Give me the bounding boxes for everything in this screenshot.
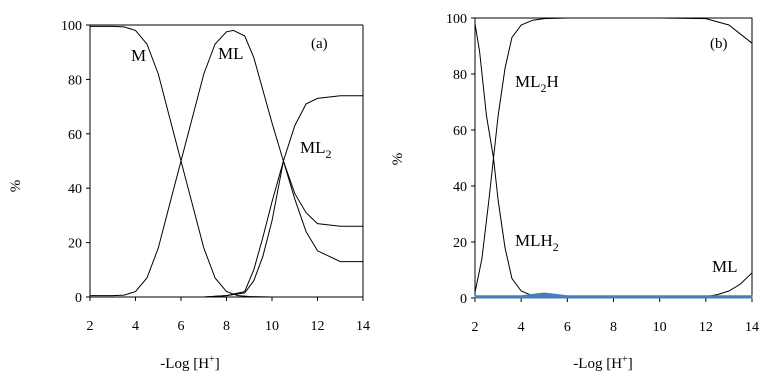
- x-tick-label-a-8: 8: [223, 319, 230, 334]
- x-tick-label-b-8: 8: [610, 320, 617, 335]
- x-tick-label-b-14: 14: [745, 320, 759, 335]
- x-axis-title-b: -Log [H+]: [573, 354, 632, 372]
- x-tick-label-b-12: 12: [699, 320, 713, 335]
- x-axis-title-a-sup: +: [209, 354, 215, 365]
- series-label-ml-b: ML: [712, 257, 738, 276]
- x-axis-title-a: -Log [H+]: [160, 354, 219, 372]
- y-tick-label-a-0: 0: [75, 291, 82, 306]
- series-line-a-1: [90, 29, 363, 297]
- x-tick-label-a-12: 12: [311, 319, 325, 334]
- x-tick-label-b-4: 4: [518, 320, 525, 335]
- y-tick-label-b-20: 20: [453, 236, 467, 251]
- y-tick-label-a-20: 20: [68, 237, 82, 252]
- x-tick-label-b-10: 10: [653, 320, 667, 335]
- series-label-ml: ML: [218, 44, 244, 63]
- x-axis-title-b-sup: +: [622, 354, 628, 365]
- y-tick-label-a-80: 80: [68, 73, 82, 88]
- x-tick-label-b-6: 6: [564, 320, 571, 335]
- panel-label-a: (a): [311, 36, 328, 52]
- y-tick-label-b-100: 100: [446, 12, 467, 27]
- x-axis-title-b-main: -Log [H: [573, 356, 622, 372]
- series-line-b-0: [474, 17, 753, 293]
- series-line-b-1: [474, 23, 568, 299]
- series-label-m: M: [131, 46, 146, 65]
- y-tick-label-b-60: 60: [453, 124, 467, 139]
- plot-frame-b: [474, 17, 753, 299]
- series-line-a-3: [90, 159, 363, 298]
- x-tick-label-a-6: 6: [178, 319, 185, 334]
- y-tick-label-b-40: 40: [453, 180, 467, 195]
- y-tick-label-a-60: 60: [68, 128, 82, 143]
- y-axis-title-a: %: [8, 180, 24, 193]
- y-tick-label-b-80: 80: [453, 68, 467, 83]
- y-axis-title-b: %: [390, 153, 406, 166]
- series-label-ml2h: ML2H: [515, 72, 559, 95]
- series-line-a-0: [90, 25, 363, 298]
- x-axis-title-a-main: -Log [H: [160, 356, 209, 372]
- series-label-ml2: ML2: [300, 138, 332, 161]
- x-tick-label-b-2: 2: [472, 320, 479, 335]
- x-tick-label-a-10: 10: [265, 319, 279, 334]
- x-axis-title-b-close: ]: [628, 356, 633, 372]
- y-tick-label-a-100: 100: [61, 19, 82, 34]
- y-tick-label-a-40: 40: [68, 182, 82, 197]
- x-tick-label-a-4: 4: [132, 319, 139, 334]
- x-axis-title-a-close: ]: [215, 356, 220, 372]
- series-line-a-2: [90, 95, 363, 298]
- series-area-b-3: [474, 292, 753, 299]
- series-label-mlh2: MLH2: [515, 231, 559, 254]
- x-tick-label-a-14: 14: [356, 319, 370, 334]
- y-tick-label-b-0: 0: [460, 292, 467, 307]
- x-tick-label-a-2: 2: [87, 319, 94, 334]
- panel-label-b: (b): [710, 36, 728, 52]
